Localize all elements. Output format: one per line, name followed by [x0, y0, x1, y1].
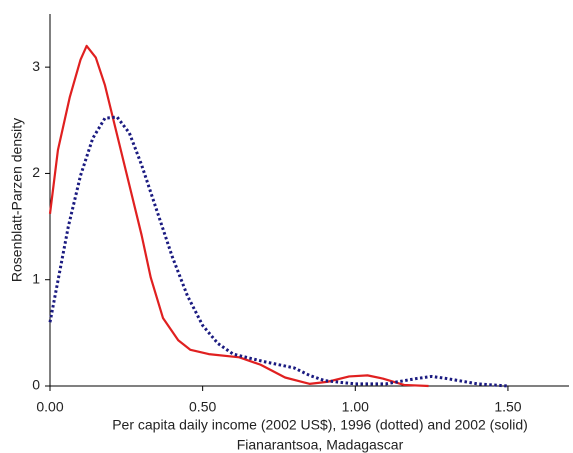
x-tick-label: 0.50 [189, 399, 216, 415]
x-tick-label: 1.00 [342, 399, 369, 415]
x-axis-title: Per capita daily income (2002 US$), 1996… [112, 417, 528, 433]
density-line [48, 115, 509, 388]
y-tick-label: 2 [32, 164, 40, 180]
y-tick-label: 0 [32, 377, 40, 393]
y-axis-title: Rosenblatt-Parzen density [9, 118, 25, 282]
x-tick-label: 1.50 [494, 399, 521, 415]
density-line [48, 44, 429, 388]
x-axis-subtitle: Fianarantsoa, Madagascar [237, 437, 404, 453]
y-tick-label: 1 [32, 270, 40, 286]
x-tick-label: 0.00 [36, 399, 63, 415]
y-tick-label: 3 [32, 58, 40, 74]
